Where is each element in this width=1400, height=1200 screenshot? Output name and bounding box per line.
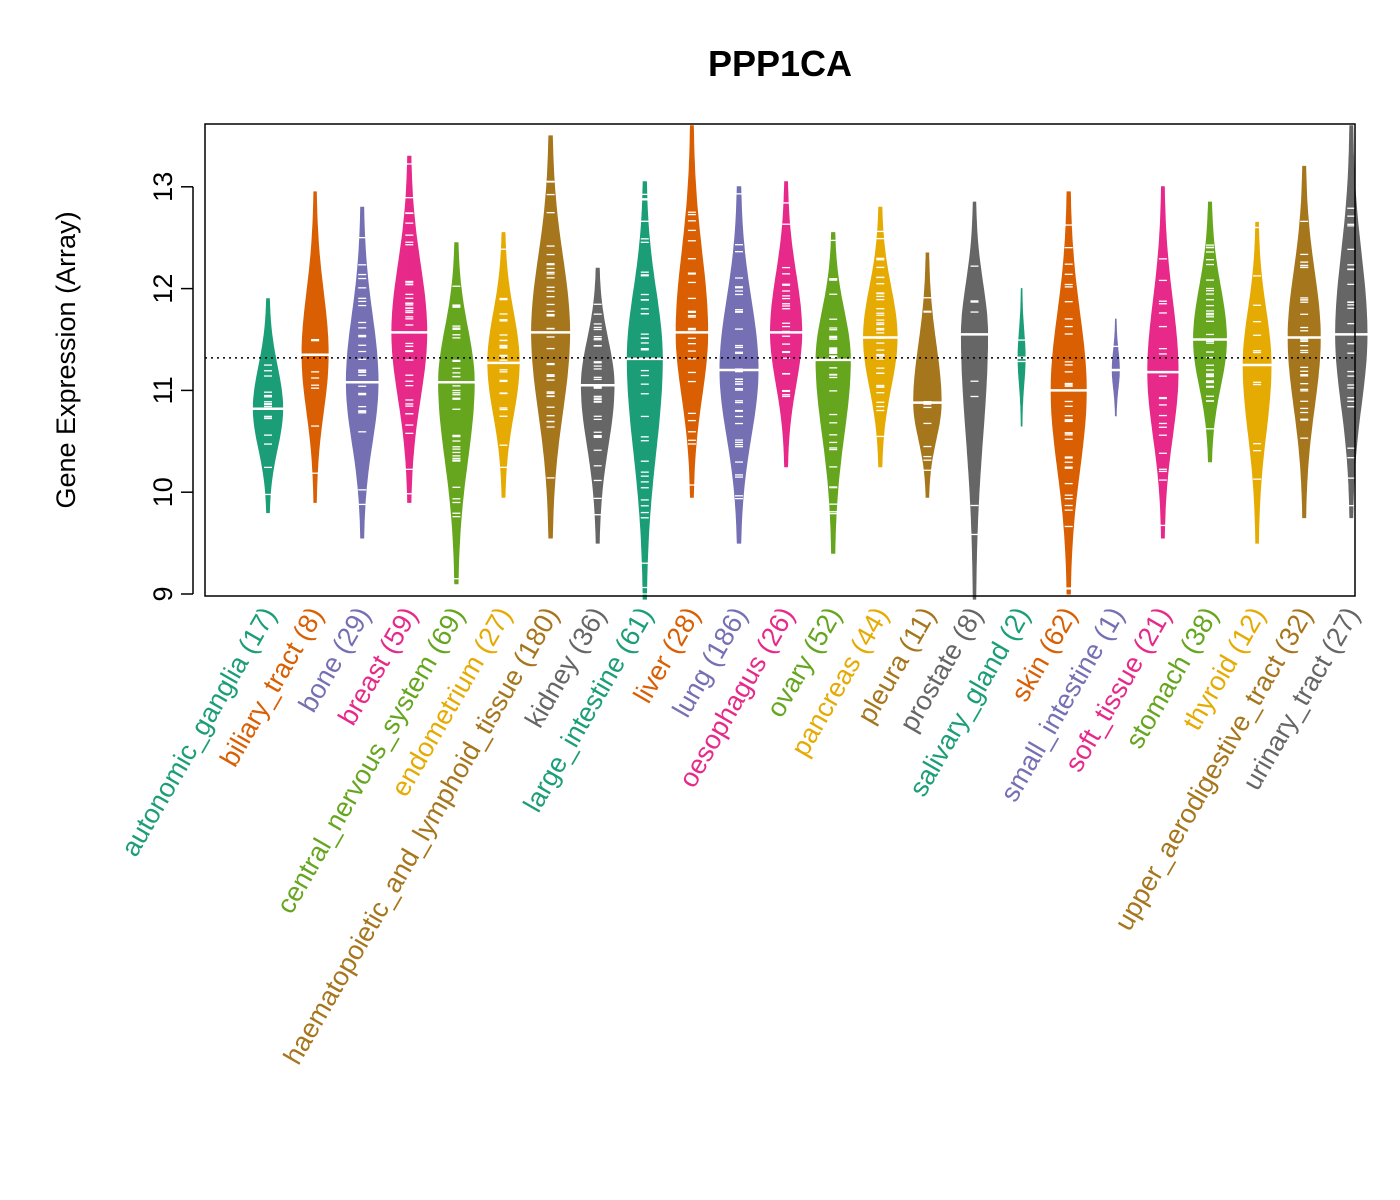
plot-frame [204, 123, 1356, 597]
violin-urinary_tract [1333, 125, 1369, 519]
violin-pleura [911, 252, 944, 498]
violin-soft_tissue [1145, 186, 1181, 539]
violin-endometrium [485, 232, 522, 498]
violin-breast [389, 155, 429, 503]
y-axis-label: Gene Expression (Array) [51, 211, 81, 508]
violin-prostate [959, 201, 990, 600]
x-axis-labels: autonomic_ganglia (17)biliary_tract (8)b… [115, 602, 1365, 1069]
violin-central_nervous_system [436, 242, 477, 585]
violin-stomach [1191, 201, 1229, 463]
violin-bone [344, 206, 381, 539]
violin-biliary_tract [300, 191, 331, 503]
violin-small_intestine [1110, 318, 1122, 417]
violin-kidney [579, 267, 617, 544]
chart-title: PPP1CA [708, 43, 852, 84]
violin-pancreas [861, 206, 900, 468]
violin-oesophagus [768, 181, 804, 468]
y-tick-label: 13 [148, 172, 178, 202]
y-tick-label: 12 [148, 274, 178, 304]
y-axis: 9 10 11 12 13 [148, 172, 194, 602]
violin-upper_aerodigestive_tract [1286, 165, 1323, 519]
y-tick-label: 10 [148, 477, 178, 507]
violin-large_intestine [625, 181, 665, 600]
y-tick-label: 9 [148, 586, 178, 601]
violin-thyroid [1241, 221, 1273, 544]
violin-ovary [814, 232, 853, 554]
violins-layer [251, 125, 1369, 600]
y-tick-label: 11 [148, 376, 178, 404]
violin-skin [1049, 191, 1089, 595]
violin-lung [718, 186, 760, 544]
violin-autonomic_ganglia [251, 298, 285, 514]
violin-liver [674, 125, 710, 498]
violin-haematopoietic_and_lymphoid_tissue [529, 135, 572, 539]
